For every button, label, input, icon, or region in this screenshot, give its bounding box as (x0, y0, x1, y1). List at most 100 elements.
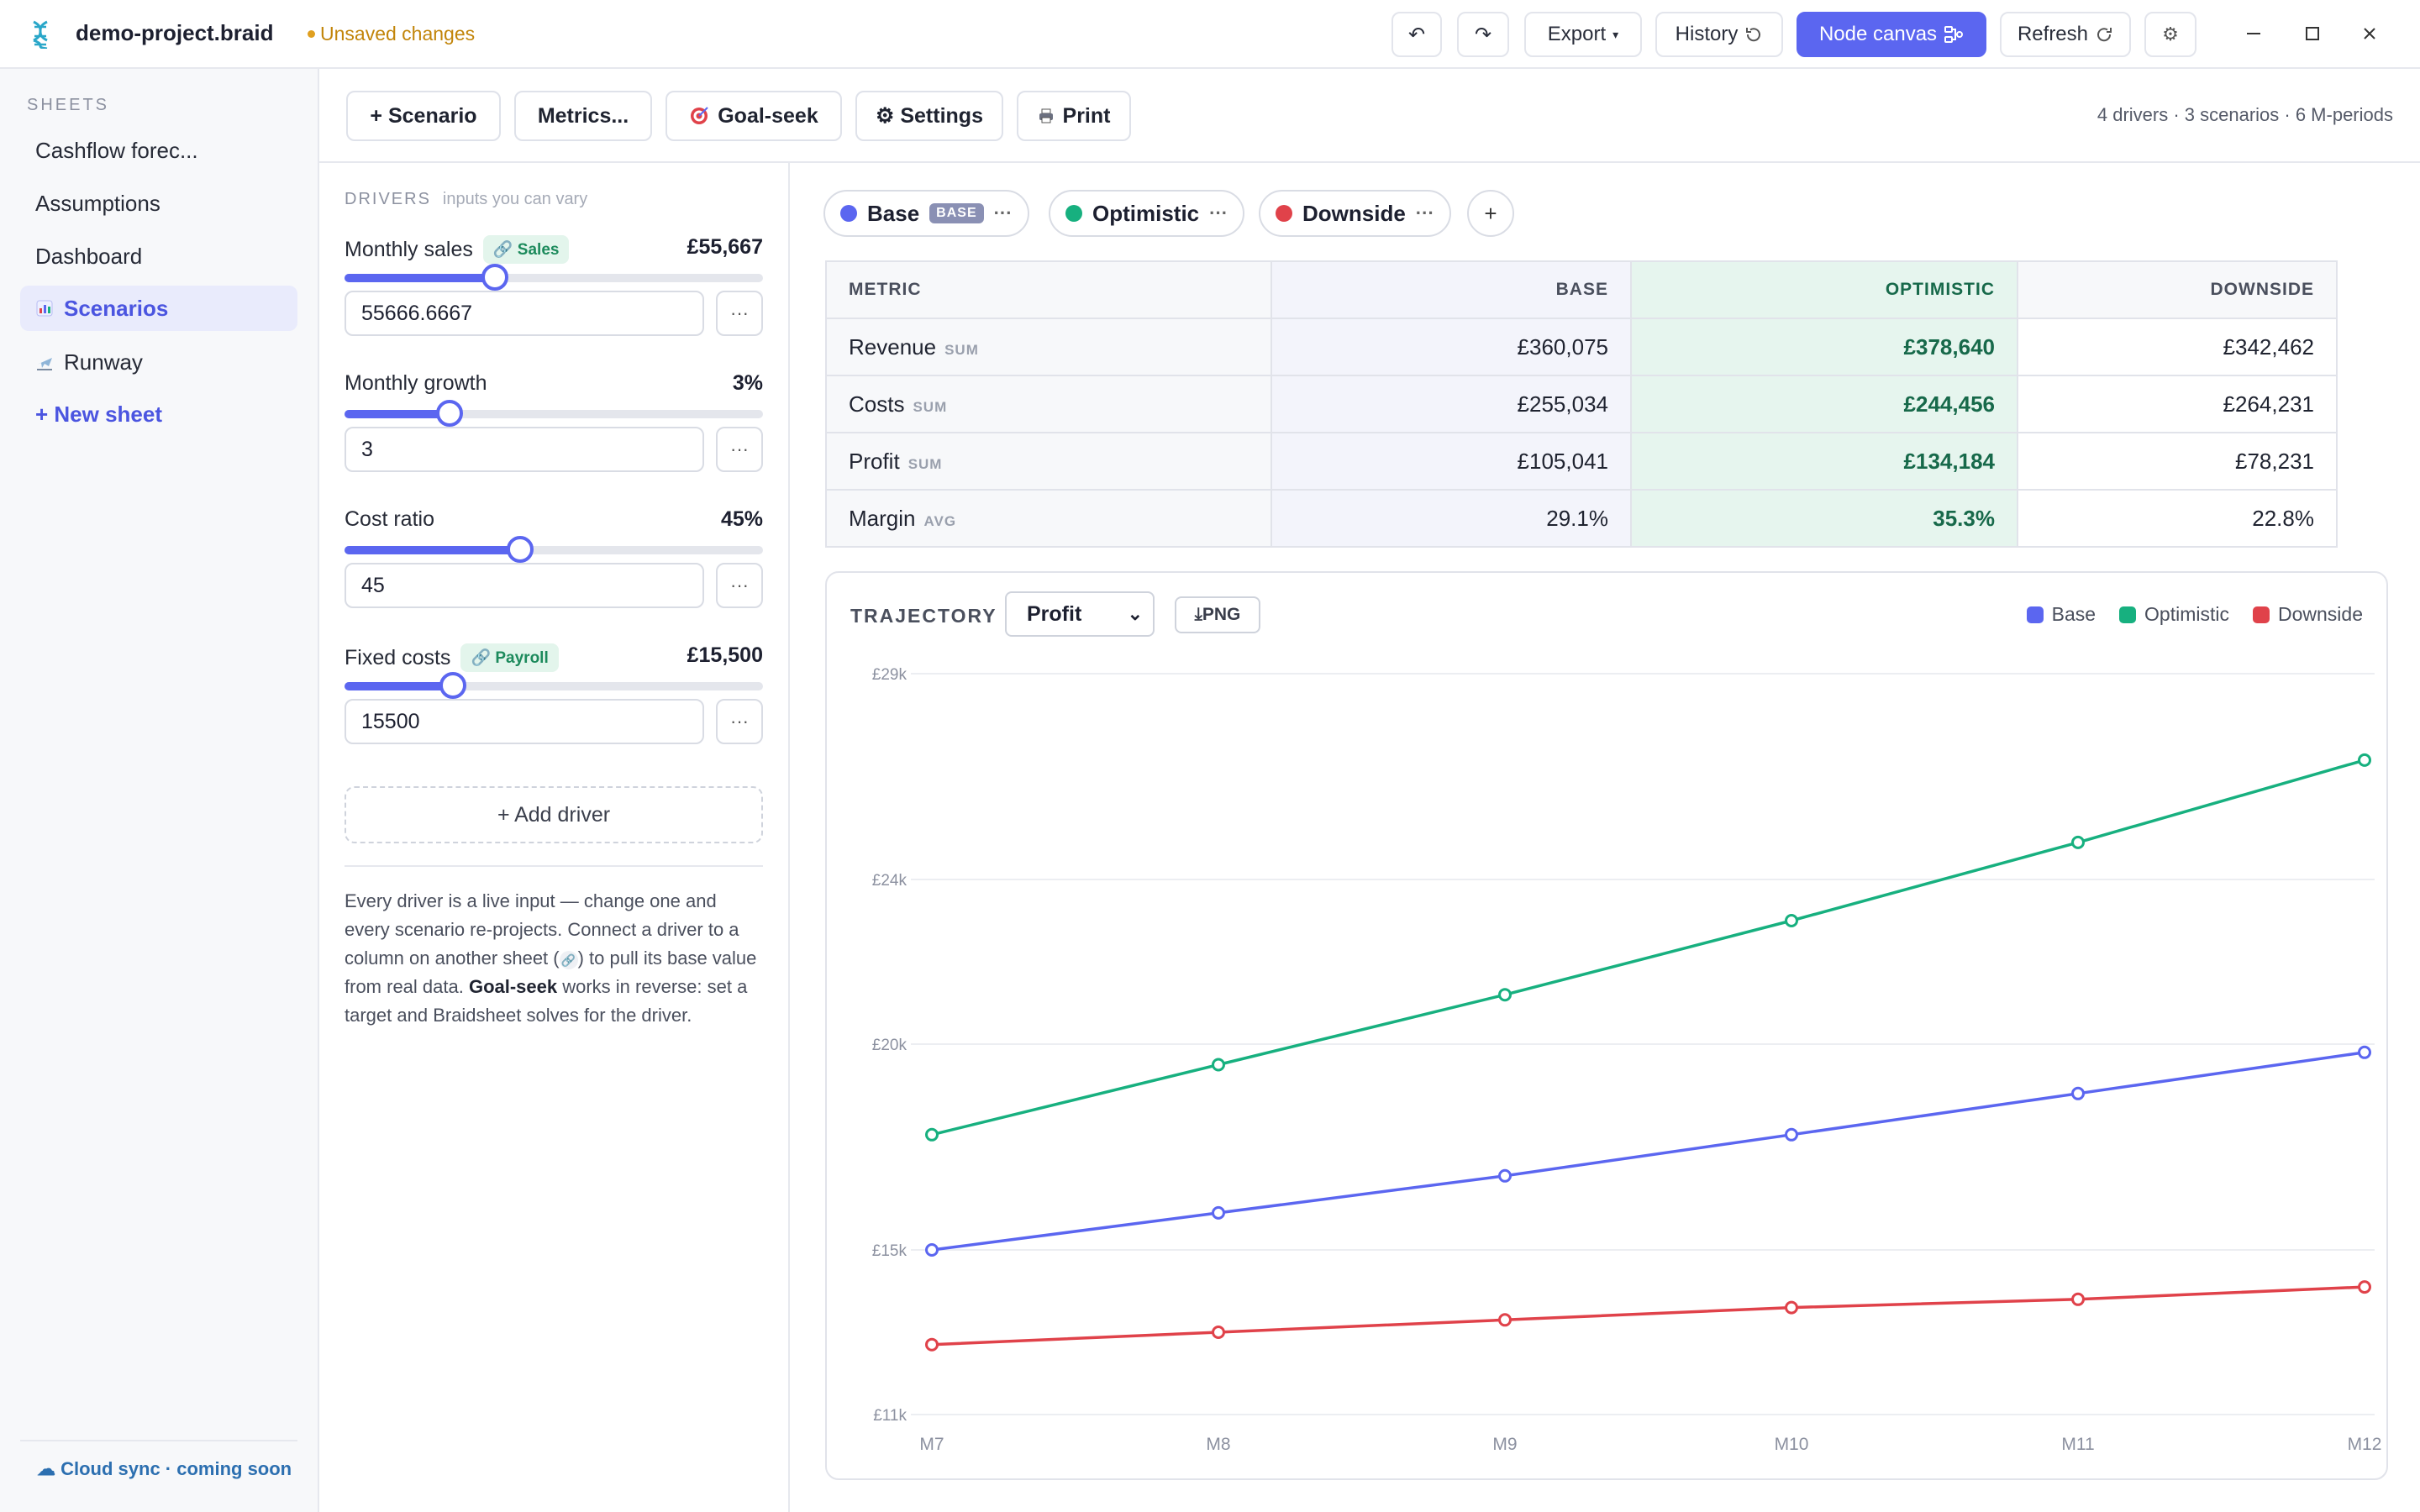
drivers-explainer: Every driver is a live input — change on… (345, 887, 763, 1030)
sidebar-item-assumptions[interactable]: Assumptions (20, 181, 297, 226)
slider-fill (345, 682, 454, 690)
slider-handle[interactable] (435, 400, 463, 427)
add-scenario-chip-button[interactable]: + (1467, 190, 1514, 237)
legend-item-downside[interactable]: Downside (2253, 603, 2363, 626)
history-label: History (1675, 23, 1739, 45)
data-point (925, 1243, 939, 1257)
undo-icon: ↶ (1407, 23, 1426, 46)
data-point (2358, 1280, 2371, 1294)
y-tick-label: £29k (872, 666, 908, 684)
goal-seek-label: Goal-seek (718, 103, 818, 128)
maximize-icon (2306, 27, 2319, 40)
node-canvas-button[interactable]: Node canvas (1797, 12, 1986, 57)
driver-value: 3% (732, 371, 763, 395)
driver-name-label: Monthly growth (345, 371, 487, 395)
y-tick-label: £11k (873, 1407, 907, 1425)
driver-more-button[interactable]: ··· (716, 563, 763, 608)
y-tick-label: £15k (872, 1242, 908, 1260)
scenario-chip-downside[interactable]: Downside ··· (1259, 190, 1451, 237)
slider-fill (345, 274, 496, 282)
close-window-button[interactable] (2351, 15, 2388, 52)
history-button[interactable]: History (1655, 12, 1783, 57)
driver-more-button[interactable]: ··· (716, 291, 763, 336)
title-bar: demo-project.braid Unsaved changes ↶ ↷ E… (0, 0, 2420, 69)
goal-seek-button[interactable]: Goal-seek (666, 91, 842, 141)
table-row: Margin AVG 29.1% 35.3% 22.8% (825, 489, 2338, 548)
app-logo-icon (33, 20, 48, 49)
table-row: Costs SUM £255,034 £244,456 £264,231 (825, 375, 2338, 433)
driver-more-button[interactable]: ··· (716, 427, 763, 472)
driver-slider[interactable] (345, 672, 763, 699)
legend-item-optimistic[interactable]: Optimistic (2119, 603, 2229, 626)
close-icon (2364, 28, 2375, 39)
base-tag-badge: BASE (929, 203, 984, 223)
scenario-more-button[interactable]: ··· (993, 202, 1013, 223)
add-scenario-button[interactable]: + Scenario (346, 91, 501, 141)
driver-value-input[interactable] (345, 699, 704, 744)
legend-label: Downside (2278, 603, 2363, 625)
trajectory-line-chart: £11k £15k £20k £24k £29k M7 M8 M9 M10 M11 M12 (872, 666, 2382, 1454)
drivers-title: DRIVERS (345, 190, 431, 208)
driver-value-input[interactable] (345, 563, 704, 608)
data-point (2071, 1086, 2085, 1100)
minimize-window-button[interactable] (2235, 15, 2272, 52)
export-button[interactable]: Export ▾ (1524, 12, 1642, 57)
driver-more-button[interactable]: ··· (716, 699, 763, 744)
legend-item-base[interactable]: Base (2026, 603, 2096, 626)
metrics-label: Metrics... (537, 103, 629, 128)
driver-link-label: Payroll (495, 649, 549, 667)
slider-handle[interactable] (507, 536, 534, 563)
sidebar-item-label: Assumptions (35, 190, 160, 216)
slider-handle[interactable] (481, 264, 509, 291)
driver-slider[interactable] (345, 264, 763, 291)
node-canvas-icon (1944, 26, 1964, 43)
scenario-more-button[interactable]: ··· (1209, 202, 1228, 223)
sidebar-item-dashboard[interactable]: Dashboard (20, 234, 297, 279)
base-value-cell: £255,034 (1270, 375, 1632, 433)
add-driver-button[interactable]: + Add driver (345, 786, 763, 843)
driver-link-badge[interactable]: 🔗 Sales (482, 235, 570, 264)
driver-value: £15,500 (687, 643, 763, 667)
x-tick-label: M11 (2061, 1435, 2094, 1454)
sidebar-item-cashflow[interactable]: Cashflow forec... (20, 128, 297, 173)
data-point (1212, 1205, 1225, 1220)
settings-gear-button[interactable]: ⚙ (2144, 12, 2196, 57)
scenario-chip-base[interactable]: Base BASE ··· (823, 190, 1029, 237)
sidebar-item-scenarios[interactable]: Scenarios (20, 286, 297, 331)
unsaved-status: Unsaved changes (308, 23, 475, 45)
data-point (925, 1337, 939, 1352)
sidebar-item-label: Cashflow forec... (35, 137, 198, 163)
metrics-button[interactable]: Metrics... (514, 91, 652, 141)
driver-link-badge[interactable]: 🔗 Payroll (460, 643, 559, 672)
scenario-more-button[interactable]: ··· (1415, 202, 1434, 223)
settings-button[interactable]: ⚙ Settings (855, 91, 1003, 141)
drivers-hint: inputs you can vary (442, 190, 588, 208)
slider-fill (345, 410, 450, 418)
trajectory-metric-select[interactable]: Profit ⌄ (1005, 591, 1155, 637)
export-png-button[interactable]: ⤓PNG (1175, 596, 1260, 633)
driver-name: Monthly sales 🔗 Sales (345, 235, 570, 264)
slider-handle[interactable] (439, 672, 467, 699)
driver-slider[interactable] (345, 536, 763, 563)
driver-value-input[interactable] (345, 427, 704, 472)
driver-value-input[interactable] (345, 291, 704, 336)
table-row: Revenue SUM £360,075 £378,640 £342,462 (825, 318, 2338, 376)
maximize-window-button[interactable] (2294, 15, 2331, 52)
settings-label: ⚙ Settings (876, 104, 983, 128)
x-tick-label: M10 (1775, 1435, 1809, 1454)
refresh-button[interactable]: Refresh (2000, 12, 2131, 57)
trajectory-label: TRAJECTORY (850, 605, 997, 627)
new-sheet-button[interactable]: + New sheet (20, 391, 297, 437)
explainer-text-1: Every driver is a live input — change on… (345, 890, 739, 969)
redo-button[interactable]: ↷ (1457, 12, 1509, 57)
sheet-summary: 4 drivers · 3 scenarios · 6 M-periods (2096, 104, 2393, 125)
legend-swatch (2119, 606, 2137, 623)
explainer-text-3: works in reverse: set a target and Braid… (345, 976, 748, 1026)
sidebar-item-runway[interactable]: Runway (20, 339, 297, 385)
data-point (1212, 1326, 1225, 1339)
undo-button[interactable]: ↶ (1392, 12, 1442, 57)
print-button[interactable]: Print (1017, 91, 1131, 141)
scenario-chip-optimistic[interactable]: Optimistic ··· (1049, 190, 1245, 237)
driver-slider[interactable] (345, 400, 763, 427)
target-icon (691, 107, 708, 124)
